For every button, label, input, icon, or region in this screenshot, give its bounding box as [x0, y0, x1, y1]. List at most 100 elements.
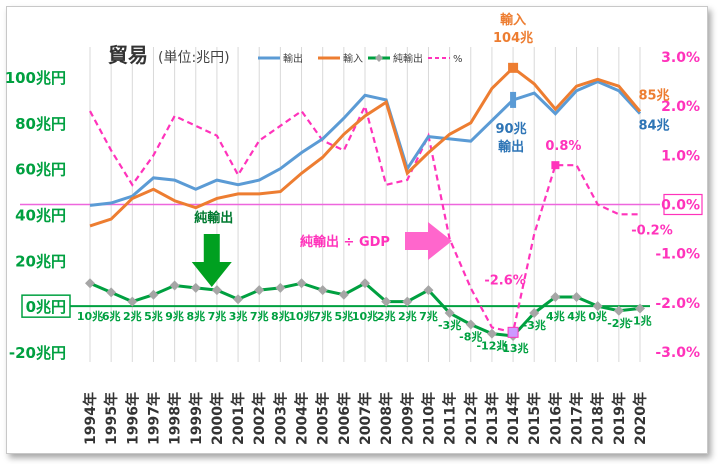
net-export-value-label: 8兆	[271, 309, 290, 323]
legend-label: %	[453, 54, 463, 65]
net-export-value-label: 3兆	[229, 309, 248, 323]
y-right-tick-label: -2.0%	[655, 296, 700, 312]
net-export-point	[360, 278, 370, 289]
pct-right-arrow	[405, 222, 452, 260]
net-export-point	[529, 308, 540, 319]
legend-label: 輸入	[343, 52, 363, 65]
net-export-value-label: 8兆	[186, 309, 205, 323]
x-tick-label: 1999年	[188, 392, 205, 445]
y-left-tick-label: 100兆円	[5, 69, 66, 87]
x-tick-label: 2017年	[569, 392, 586, 445]
chart-unit: (単位:兆円)	[158, 50, 230, 66]
import-peak-value: 104兆	[493, 30, 533, 46]
net-export-point	[211, 285, 222, 296]
pct-2016-label: 0.8%	[545, 139, 581, 154]
export-2014-label: 輸出	[498, 139, 524, 155]
series-percent-line	[89, 103, 640, 334]
y-left-tick-label: 0兆円	[26, 298, 66, 316]
y-left-tick-label: -20兆円	[9, 344, 66, 362]
net-export-value-label: 10兆	[352, 309, 378, 323]
series-export-line	[89, 79, 642, 207]
legend-label: 純輸出	[393, 52, 423, 65]
net-export-point	[190, 282, 201, 293]
x-tick-label: 2000年	[209, 392, 226, 445]
net-export-point	[85, 278, 95, 289]
x-tick-label: 2010年	[420, 392, 437, 445]
net-arrow-label: 純輸出	[194, 210, 233, 226]
net-export-value-label: 7兆	[419, 309, 438, 323]
x-tick-label: 2013年	[484, 392, 501, 445]
y-left-tick-label: 40兆円	[15, 207, 66, 225]
chart-title: 貿易	[108, 43, 148, 67]
x-tick-label: 1995年	[103, 392, 120, 445]
net-export-value-label: -12兆	[476, 339, 507, 353]
x-tick-label: 2018年	[590, 392, 607, 445]
net-export-point	[317, 285, 328, 296]
export-2014-marker	[510, 91, 517, 108]
x-tick-label: 2015年	[526, 392, 543, 445]
net-export-value-label: 7兆	[208, 309, 227, 323]
net-export-value-label: 5兆	[144, 309, 163, 323]
x-tick-label: 2011年	[442, 392, 459, 445]
y-right-tick-label: 3.0%	[661, 50, 700, 66]
pct-arrow-label: 純輸出 ÷ GDP	[300, 234, 390, 250]
net-export-point	[275, 282, 286, 293]
net-export-value-label: 2兆	[123, 309, 142, 323]
net-export-point	[148, 289, 159, 300]
y-left-tick-label: 60兆円	[15, 161, 66, 179]
y-left-tick-label: 80兆円	[15, 115, 66, 133]
x-tick-label: 1994年	[82, 392, 99, 445]
data-marks	[85, 62, 645, 341]
pct-end-label: -0.2%	[631, 223, 672, 238]
net-export-point	[592, 301, 603, 312]
net-export-point	[338, 289, 349, 300]
x-tick-label: 2001年	[230, 392, 247, 445]
import-peak-label: 輸入	[500, 12, 526, 28]
pct-2016-marker	[551, 161, 560, 170]
import-peak-marker	[508, 62, 519, 73]
net-export-value-label: 4兆	[546, 309, 565, 323]
net-export-value-label: -8兆	[459, 330, 482, 344]
x-tick-label: 2012年	[463, 392, 480, 445]
x-tick-label: 2020年	[632, 392, 649, 445]
legend-label: 輸出	[283, 52, 303, 65]
x-tick-label: 2016年	[547, 392, 564, 445]
x-tick-label: 2009年	[399, 392, 416, 445]
net-export-value-label: -1兆	[628, 313, 651, 327]
x-tick-label: 2003年	[272, 392, 289, 445]
net-export-point	[444, 308, 455, 319]
net-export-value-label: 4兆	[567, 309, 586, 323]
x-tick-label: 1998年	[167, 392, 184, 445]
net-export-point	[254, 285, 265, 296]
x-tick-label: 2004年	[294, 392, 311, 445]
x-tick-label: 2006年	[336, 392, 353, 445]
net-export-point	[233, 294, 244, 305]
net-export-value-label: -3兆	[523, 318, 546, 332]
x-tick-label: 1997年	[145, 392, 162, 445]
pct-min-marker	[507, 326, 519, 338]
series-import-line	[89, 65, 642, 228]
net-export-value-label: -2兆	[607, 316, 630, 330]
net-down-arrow	[191, 234, 232, 287]
import-end-label: 85兆	[638, 87, 669, 103]
x-tick-label: 2019年	[611, 392, 628, 445]
x-tick-label: 2007年	[357, 392, 374, 445]
x-tick-label: 2014年	[505, 392, 522, 445]
net-export-point	[106, 287, 117, 298]
net-export-point	[381, 296, 392, 307]
net-export-point	[465, 319, 476, 330]
net-export-point	[423, 285, 434, 296]
y-left-tick-label: 20兆円	[15, 252, 66, 270]
pct-min-label: -2.6%	[484, 273, 525, 288]
net-export-value-label: 2兆	[377, 309, 396, 323]
y-right-tick-label: 0.0%	[661, 198, 700, 214]
zero-label-box	[21, 294, 71, 318]
legend-diamond	[375, 54, 383, 62]
net-export-point	[635, 303, 645, 314]
net-export-value-label: -3兆	[438, 318, 461, 332]
net-export-point	[613, 305, 624, 316]
y-right-tick-label: 1.0%	[661, 148, 700, 164]
net-export-point	[486, 328, 497, 339]
net-export-point	[402, 296, 413, 307]
